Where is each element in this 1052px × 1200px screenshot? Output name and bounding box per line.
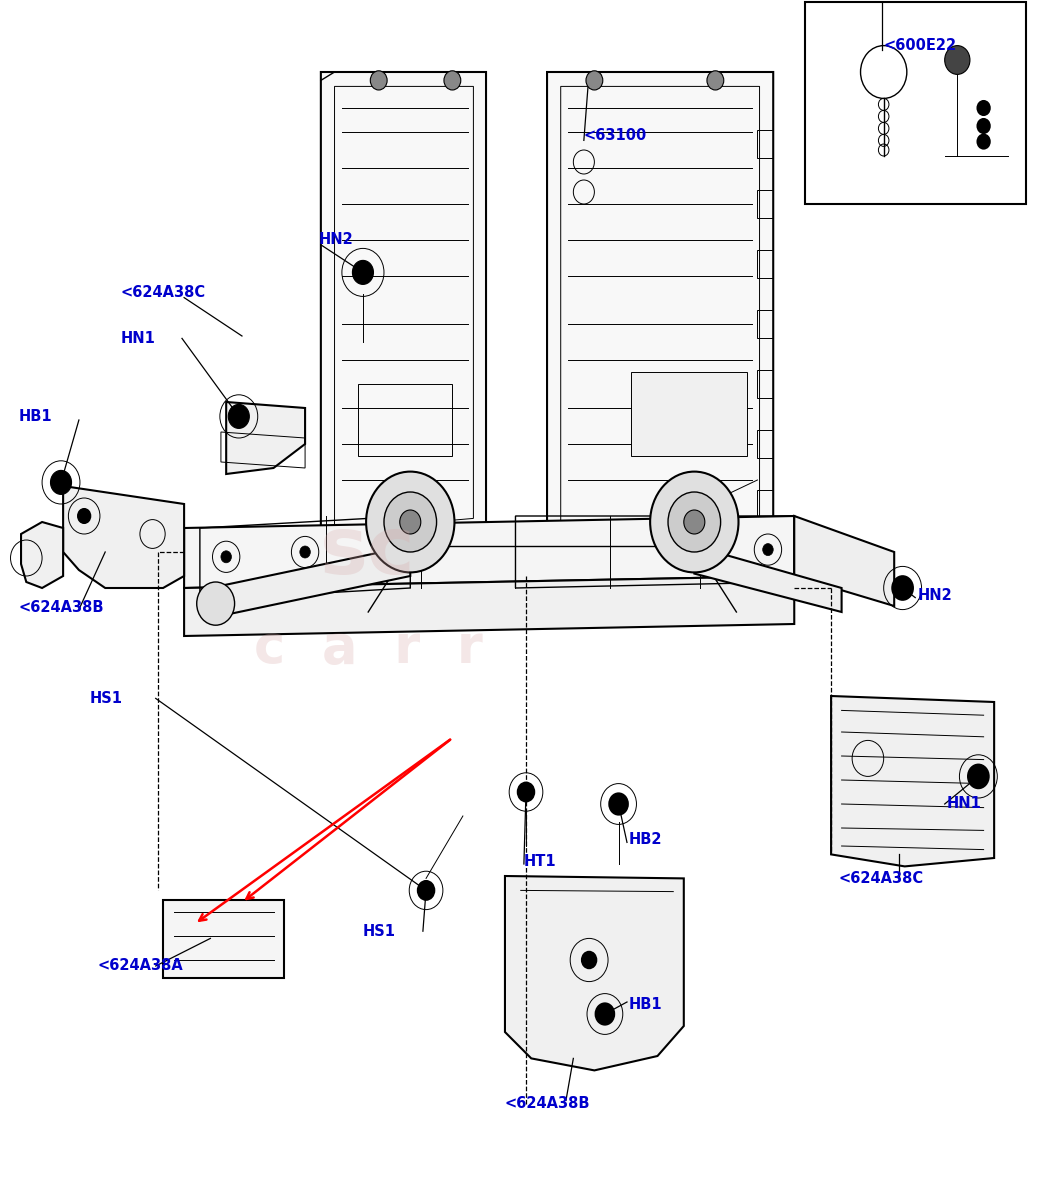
Text: <624A38B: <624A38B xyxy=(19,600,104,614)
Polygon shape xyxy=(547,72,773,552)
Text: HT1: HT1 xyxy=(524,854,557,869)
Circle shape xyxy=(595,1003,614,1025)
Circle shape xyxy=(586,71,603,90)
Circle shape xyxy=(300,546,310,558)
Circle shape xyxy=(945,46,970,74)
Circle shape xyxy=(518,782,534,802)
Circle shape xyxy=(444,71,461,90)
Circle shape xyxy=(763,544,773,556)
Text: HS1: HS1 xyxy=(363,924,396,938)
Circle shape xyxy=(582,952,596,968)
Text: HN2: HN2 xyxy=(917,588,952,602)
Text: HN2: HN2 xyxy=(319,233,353,247)
Polygon shape xyxy=(21,522,63,588)
Text: <600E22: <600E22 xyxy=(884,38,957,53)
Circle shape xyxy=(684,510,705,534)
Circle shape xyxy=(228,404,249,428)
Circle shape xyxy=(370,71,387,90)
Circle shape xyxy=(384,492,437,552)
Circle shape xyxy=(892,576,913,600)
Circle shape xyxy=(707,71,724,90)
Circle shape xyxy=(197,582,235,625)
Text: c  a  r  r: c a r r xyxy=(254,622,483,674)
Circle shape xyxy=(977,101,990,115)
Text: <624A38C: <624A38C xyxy=(838,871,924,886)
Text: <624A38C: <624A38C xyxy=(121,286,206,300)
Circle shape xyxy=(977,134,990,149)
Text: <63100: <63100 xyxy=(584,128,647,143)
Circle shape xyxy=(668,492,721,552)
Text: HB1: HB1 xyxy=(19,409,53,424)
Circle shape xyxy=(50,470,72,494)
Text: sc: sc xyxy=(320,514,417,590)
Circle shape xyxy=(78,509,90,523)
Polygon shape xyxy=(805,2,1026,204)
Circle shape xyxy=(977,119,990,133)
Circle shape xyxy=(366,472,454,572)
Polygon shape xyxy=(184,576,794,636)
Polygon shape xyxy=(631,372,747,456)
Polygon shape xyxy=(794,516,894,606)
Circle shape xyxy=(221,551,231,563)
Polygon shape xyxy=(63,486,184,588)
Circle shape xyxy=(352,260,373,284)
Circle shape xyxy=(400,510,421,534)
Text: HN1: HN1 xyxy=(121,331,156,346)
Text: <624A38B: <624A38B xyxy=(505,1097,590,1111)
Polygon shape xyxy=(184,516,794,588)
Polygon shape xyxy=(505,876,684,1070)
Circle shape xyxy=(609,793,628,815)
Circle shape xyxy=(968,764,989,788)
Polygon shape xyxy=(831,696,994,866)
Circle shape xyxy=(650,472,739,572)
Polygon shape xyxy=(321,72,486,546)
Polygon shape xyxy=(210,546,410,618)
Circle shape xyxy=(418,881,434,900)
Text: HB2: HB2 xyxy=(629,833,663,847)
Polygon shape xyxy=(163,900,284,978)
Text: <624A38A: <624A38A xyxy=(98,959,184,973)
Text: HB1: HB1 xyxy=(629,997,663,1012)
Circle shape xyxy=(710,540,721,552)
Polygon shape xyxy=(226,402,305,474)
Polygon shape xyxy=(694,546,842,612)
Text: HS1: HS1 xyxy=(89,691,122,706)
Text: HN1: HN1 xyxy=(947,797,982,811)
